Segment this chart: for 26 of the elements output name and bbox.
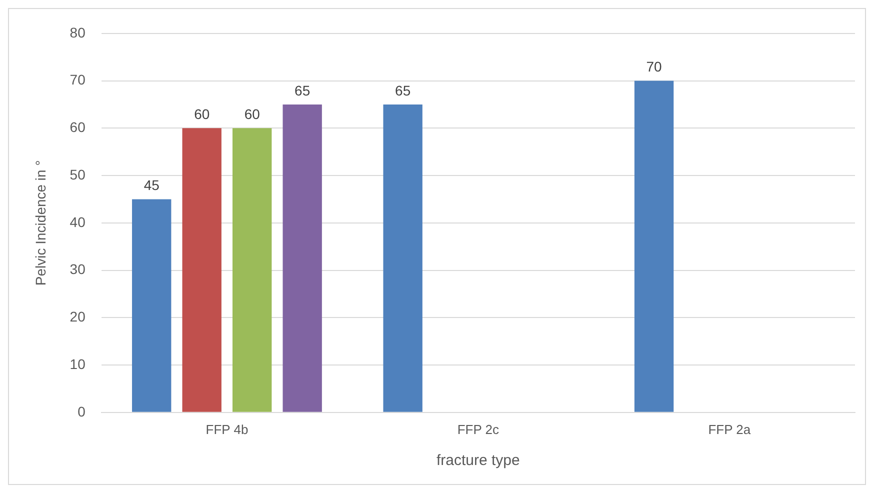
y-axis-title: Pelvic Incidence in ° <box>32 160 48 286</box>
y-tick-label: 70 <box>70 72 86 88</box>
data-label: 65 <box>395 82 411 98</box>
data-label: 60 <box>244 106 260 122</box>
bar <box>383 104 422 412</box>
data-label: 65 <box>294 82 310 98</box>
x-tick-label: FFP 4b <box>206 422 248 437</box>
y-tick-label: 0 <box>78 403 86 420</box>
x-tick-label: FFP 2c <box>457 422 500 437</box>
y-tick-label: 20 <box>70 308 86 325</box>
bar <box>232 128 272 412</box>
x-axis-title: fracture type <box>436 452 520 470</box>
y-tick-label: 50 <box>70 166 86 182</box>
bar <box>282 104 322 412</box>
data-label: 70 <box>646 58 662 75</box>
y-tick-label: 40 <box>70 214 86 230</box>
bar <box>132 199 172 412</box>
data-label: 60 <box>194 106 210 122</box>
data-label: 45 <box>144 177 160 194</box>
y-tick-label: 10 <box>70 356 86 372</box>
x-tick-label: FFP 2a <box>708 422 752 437</box>
y-tick-label: 30 <box>70 261 86 278</box>
y-tick-label: 80 <box>70 24 86 40</box>
y-tick-label: 60 <box>70 119 86 136</box>
bar <box>182 128 222 412</box>
bar <box>634 80 674 412</box>
